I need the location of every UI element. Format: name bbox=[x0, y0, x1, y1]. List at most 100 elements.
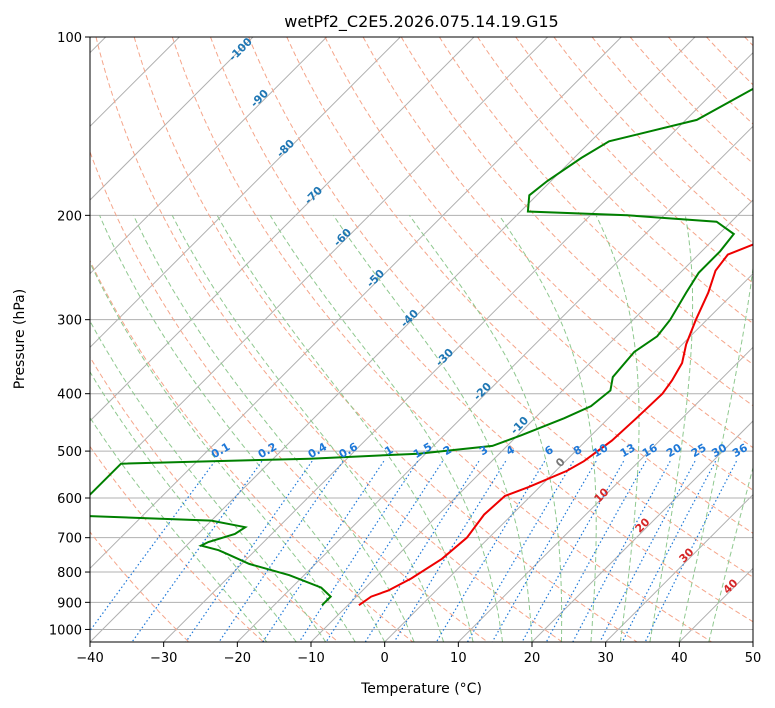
dry-adiabat-line bbox=[90, 356, 339, 642]
x-tick-label: −30 bbox=[150, 651, 177, 666]
isotherm-line bbox=[163, 51, 753, 642]
mixing-ratio-line bbox=[90, 460, 216, 632]
isotherm-line bbox=[605, 493, 753, 642]
moist-adiabat-line bbox=[649, 215, 694, 642]
moist-adiabat-line bbox=[595, 215, 640, 642]
y-tick-label: 100 bbox=[57, 31, 82, 46]
dry-adiabat-line bbox=[248, 37, 753, 578]
isotherm-label: -80 bbox=[274, 137, 297, 160]
y-axis-title: Pressure (hPa) bbox=[12, 289, 28, 389]
mixing-ratio-line bbox=[262, 460, 385, 642]
x-tick-label: 20 bbox=[524, 651, 541, 666]
dry-adiabat-line bbox=[90, 531, 190, 642]
mixing-ratio-line bbox=[185, 460, 313, 642]
isotherm-line bbox=[90, 37, 549, 496]
dry-adiabat-line bbox=[210, 37, 753, 623]
isotherm-label: -50 bbox=[364, 267, 387, 290]
moist-adiabat-label: 40 bbox=[721, 576, 741, 596]
moist-adiabat-line bbox=[133, 215, 415, 642]
mixing-ratio-line bbox=[521, 460, 625, 642]
isotherm-label: -20 bbox=[471, 380, 494, 403]
mixing-ratio-line bbox=[364, 460, 480, 642]
y-tick-label: 400 bbox=[57, 388, 82, 403]
isotherm-label: -90 bbox=[248, 87, 271, 110]
dry-adiabat-line bbox=[515, 37, 753, 284]
dry-adiabat-line bbox=[400, 37, 753, 407]
y-tick-label: 600 bbox=[57, 492, 82, 507]
dry-adiabat-line bbox=[133, 37, 638, 642]
dry-adiabat-line bbox=[706, 37, 753, 86]
moist-adiabat-line bbox=[498, 215, 597, 642]
dry-adiabat-line bbox=[629, 37, 753, 165]
isotherm-line bbox=[457, 346, 753, 642]
mixing-ratio-line bbox=[325, 460, 444, 642]
moist-adiabat-line bbox=[708, 465, 753, 642]
x-tick-label: −20 bbox=[224, 651, 251, 666]
moist-adiabat-label: 30 bbox=[677, 545, 697, 565]
sounding-profile-line bbox=[358, 243, 753, 607]
moist-adiabat-line bbox=[408, 215, 563, 642]
isotherm-line bbox=[531, 420, 753, 642]
moist-adiabat-line bbox=[90, 416, 268, 642]
isotherm-line bbox=[384, 272, 753, 642]
isotherm-label: -70 bbox=[302, 184, 325, 207]
moist-adiabat-label: 0 bbox=[553, 455, 568, 470]
isotherm-line bbox=[90, 37, 328, 275]
isotherm-line bbox=[90, 37, 254, 201]
y-tick-label: 900 bbox=[57, 596, 82, 611]
mixing-ratio-line bbox=[644, 460, 738, 642]
mixing-ratio-label: 1.5 bbox=[411, 440, 434, 461]
dry-adiabat-line bbox=[744, 37, 753, 47]
dry-adiabat-line bbox=[553, 37, 753, 244]
dry-adiabat-line bbox=[324, 37, 753, 491]
y-tick-label: 300 bbox=[57, 314, 82, 329]
dry-adiabat-line bbox=[90, 445, 264, 642]
y-tick-label: 800 bbox=[57, 566, 82, 581]
mixing-ratio-line bbox=[218, 460, 344, 642]
mixing-ratio-label: 0.6 bbox=[337, 440, 361, 461]
y-tick-label: 700 bbox=[57, 532, 82, 547]
moist-adiabat-line bbox=[269, 215, 503, 642]
y-tick-label: 200 bbox=[57, 209, 82, 224]
x-tick-label: 0 bbox=[381, 651, 389, 666]
mixing-ratio-line bbox=[298, 460, 419, 642]
plot-frame bbox=[89, 36, 754, 643]
mixing-ratio-label: 0.1 bbox=[209, 440, 232, 461]
dry-adiabat-line bbox=[438, 37, 753, 366]
moist-adiabat-line bbox=[90, 370, 297, 642]
x-tick-label: 50 bbox=[745, 651, 762, 666]
sounding-profile-line bbox=[90, 87, 753, 606]
moist-adiabat-line bbox=[171, 215, 445, 642]
moist-adiabat-line bbox=[90, 320, 327, 642]
moist-adiabat-line bbox=[332, 215, 533, 642]
moist-adiabat-label: 20 bbox=[633, 515, 653, 535]
mixing-ratio-line bbox=[491, 460, 597, 642]
x-tick-label: 40 bbox=[671, 651, 688, 666]
moist-adiabat-line bbox=[678, 264, 753, 642]
isotherm-label: -40 bbox=[398, 307, 421, 330]
isotherm-line bbox=[90, 37, 622, 570]
dry-adiabat-line bbox=[171, 37, 712, 642]
mixing-ratio-line bbox=[131, 460, 263, 642]
dry-adiabat-line bbox=[95, 37, 563, 642]
mixing-ratio-line bbox=[393, 460, 507, 642]
x-axis-title: Temperature (°C) bbox=[360, 681, 482, 697]
isotherm-line bbox=[90, 37, 475, 422]
mixing-ratio-label: 0.2 bbox=[256, 440, 279, 461]
moist-adiabat-line bbox=[90, 261, 356, 642]
x-tick-label: −40 bbox=[76, 651, 103, 666]
isotherm-line bbox=[90, 37, 696, 642]
isotherm-label: -30 bbox=[433, 346, 456, 369]
y-tick-label: 1000 bbox=[49, 623, 82, 638]
isotherm-line bbox=[752, 641, 753, 642]
mixing-ratio-line bbox=[572, 460, 671, 642]
moist-adiabat-label: 10 bbox=[592, 485, 612, 505]
mixing-ratio-label: 4 bbox=[504, 443, 517, 458]
y-tick-label: 500 bbox=[57, 445, 82, 460]
moist-adiabat-line bbox=[99, 215, 386, 642]
dry-adiabat-line bbox=[286, 37, 753, 534]
dry-adiabat-line bbox=[90, 259, 414, 642]
chart-title: wetPf2_C2E5.2026.075.14.19.G15 bbox=[284, 12, 558, 32]
x-tick-label: −10 bbox=[297, 651, 324, 666]
